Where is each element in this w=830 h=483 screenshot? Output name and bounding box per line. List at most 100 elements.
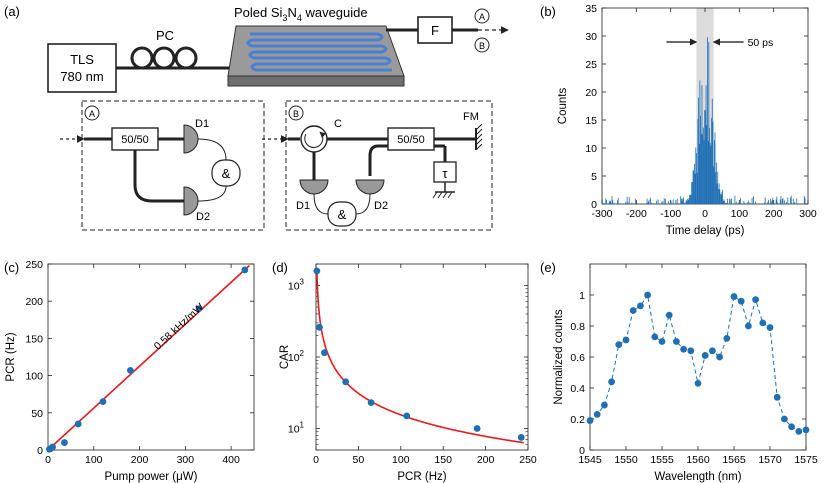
data-point — [342, 378, 350, 386]
box-a-tag — [84, 105, 100, 121]
histogram-bin — [700, 133, 702, 204]
svg-text:B: B — [479, 41, 485, 51]
x-tick-label: 300 — [177, 454, 195, 466]
y-axis-label: Counts — [557, 88, 569, 125]
histogram-bin — [696, 153, 697, 204]
x-tick-label: 50 — [353, 454, 365, 466]
histogram-bin — [685, 202, 686, 204]
data-point — [665, 311, 673, 319]
x-tick-label: 1565 — [722, 454, 746, 466]
histogram-bin — [611, 196, 613, 204]
y-axis-label: Normalized counts — [553, 309, 565, 404]
data-point — [126, 366, 134, 374]
data-point — [517, 434, 525, 441]
box-a-hbt-setup — [81, 100, 265, 231]
histogram-bin — [691, 182, 693, 204]
histogram-bin — [713, 140, 715, 204]
data-point — [629, 307, 637, 314]
waveguide-spiral — [246, 32, 392, 72]
data-point — [701, 352, 709, 359]
histogram-bin — [702, 134, 704, 204]
histogram-bin — [711, 117, 712, 204]
fm-label: FM — [463, 111, 479, 123]
histogram-bin — [605, 198, 607, 204]
y-tick-label: 25 — [585, 59, 597, 71]
y-axis-label: CAR — [279, 345, 291, 369]
svg-text:B: B — [293, 109, 299, 119]
output-tag-a — [474, 8, 490, 24]
data-point — [716, 353, 723, 361]
histogram-bin — [715, 172, 717, 204]
histogram-bin — [722, 200, 724, 204]
box-b-detector-d2-icon — [355, 179, 385, 195]
histogram-bin — [712, 121, 714, 204]
data-point — [473, 425, 481, 432]
svg-text:&: & — [338, 207, 347, 222]
fit-line — [47, 264, 250, 451]
data-point — [601, 401, 608, 409]
y-tick-label: 30 — [585, 31, 597, 43]
histogram-bin — [680, 198, 682, 204]
histogram-bin — [724, 203, 726, 204]
polarization-controller-icon — [130, 46, 198, 70]
plot-frame — [589, 263, 807, 451]
histogram-bin — [606, 199, 607, 204]
tls-label: TLS — [70, 52, 94, 67]
data-point — [313, 267, 321, 275]
data-point — [766, 324, 774, 331]
tls-wavelength: 780 nm — [60, 69, 103, 84]
data-point — [644, 291, 651, 299]
histogram-bin — [771, 200, 773, 204]
x-tick-label: 250 — [519, 454, 537, 466]
histogram-bin — [768, 199, 769, 204]
histogram-bin — [726, 202, 728, 204]
detector-d2-icon — [183, 186, 199, 216]
box-a-coincidence-icon — [211, 159, 241, 187]
histogram-bin — [718, 188, 719, 204]
histogram-bin — [690, 194, 692, 204]
panel-label-e: (e) — [540, 260, 556, 275]
data-point — [49, 443, 56, 451]
histogram-bin — [767, 201, 769, 204]
x-tick-label: -300 — [591, 208, 612, 220]
data-point — [694, 379, 702, 387]
histogram-bin — [685, 199, 687, 204]
histogram-bin — [676, 198, 678, 204]
data-point — [788, 423, 795, 431]
x-tick-label: 100 — [731, 208, 749, 220]
histogram-bin — [770, 202, 772, 204]
panel-label-b: (b) — [540, 4, 556, 19]
chart-d-car-vs-pcr: 0 50 100 150 200 250 101 102 103 PCR (Hz) CAR — [279, 263, 537, 483]
y-tick-label: 0 — [579, 445, 585, 457]
data-point — [586, 417, 594, 424]
box-b-d2-label: D2 — [374, 200, 388, 212]
histogram-bin — [672, 199, 674, 204]
data-point — [241, 266, 249, 274]
histogram-bin — [627, 202, 629, 204]
data-point — [745, 322, 752, 330]
histogram-bin — [804, 197, 806, 204]
histogram-bin — [667, 200, 669, 204]
histogram-bin — [687, 199, 688, 204]
histogram-bin — [744, 203, 745, 204]
histogram-bin — [617, 200, 618, 204]
y-tick-label: 101 — [288, 420, 305, 435]
histogram-bin — [731, 198, 732, 204]
box-b-coincidence-icon — [327, 201, 357, 227]
data-point — [622, 336, 630, 344]
x-tick-label: 1575 — [794, 454, 818, 466]
histogram-bin — [694, 173, 696, 204]
y-tick-label: 200 — [25, 296, 43, 308]
panel-label-a: (a) — [4, 4, 20, 19]
data-point — [195, 305, 203, 313]
histogram-bin — [749, 202, 751, 204]
histogram-bin — [713, 166, 715, 204]
histogram-bin — [704, 110, 706, 204]
histogram-bin — [777, 202, 778, 204]
data-point — [781, 415, 788, 423]
histogram-bin — [722, 189, 723, 204]
histogram-bin — [770, 198, 772, 204]
histogram-bin — [706, 124, 708, 204]
x-tick-label: -100 — [660, 208, 681, 220]
x-tick-label: 0 — [45, 454, 51, 466]
